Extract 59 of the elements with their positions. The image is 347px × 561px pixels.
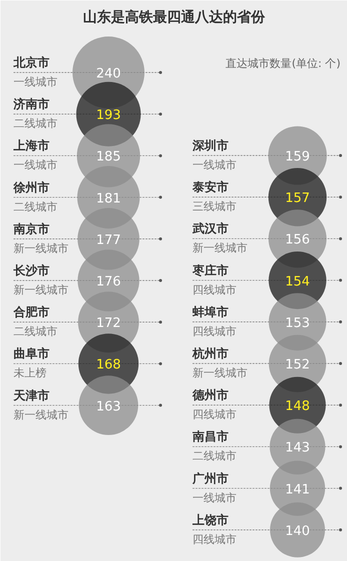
data-label: 148 — [285, 399, 310, 414]
category-label: 天津市 — [12, 388, 50, 402]
text: 山东是高铁最四通八达的省份 — [83, 8, 266, 26]
text: 一线城市 — [192, 158, 236, 172]
text: 一线城市 — [192, 491, 236, 504]
text: 未上榜 — [14, 366, 46, 380]
category-label: 广州市 — [192, 471, 228, 486]
text: 二线城市 — [14, 325, 58, 338]
text: 新一线城市 — [14, 242, 68, 255]
category-label: 南昌市 — [192, 430, 228, 444]
data-label: 152 — [285, 358, 310, 372]
data-label: 240 — [96, 66, 121, 82]
category-label: 泰安市 — [192, 180, 228, 194]
category-label: 德州市 — [192, 388, 228, 402]
data-label: 177 — [96, 232, 121, 248]
data-label: 143 — [285, 440, 310, 456]
category-label: 南京市 — [12, 222, 50, 236]
data-label: 153 — [285, 316, 310, 331]
category-label: 枣庄市 — [192, 263, 228, 278]
text: 三线城市 — [192, 200, 236, 214]
data-label: 154 — [285, 274, 310, 290]
data-label: 181 — [96, 191, 121, 206]
category-label: 济南市 — [12, 97, 50, 112]
data-label: 172 — [96, 316, 121, 332]
data-label: 157 — [285, 191, 310, 206]
text: 二线城市 — [192, 450, 236, 463]
category-label: 杭州市 — [192, 346, 228, 360]
data-label: 156 — [285, 232, 310, 248]
category-label: 合肥市 — [12, 305, 50, 320]
text: 直达城市数量(单位: 个) — [226, 57, 341, 70]
category-label: 徐州市 — [12, 180, 50, 194]
data-label: 185 — [96, 150, 121, 165]
category-label: 长沙市 — [12, 264, 50, 278]
data-label: 168 — [96, 358, 121, 373]
text: 新一线城市 — [14, 408, 68, 422]
category-label: 上海市 — [12, 138, 50, 153]
text: 一线城市 — [14, 158, 58, 172]
category-label: 上饶市 — [192, 512, 228, 527]
text: 二线城市 — [14, 117, 58, 130]
text: 二线城市 — [14, 200, 58, 214]
data-label: 176 — [96, 274, 121, 290]
data-label: 140 — [285, 524, 310, 539]
category-label: 武汉市 — [192, 222, 228, 236]
text: 新一线城市 — [14, 284, 68, 296]
category-label: 蚌埠市 — [192, 304, 228, 319]
text: 一线城市 — [14, 76, 58, 88]
data-label: 163 — [96, 399, 121, 414]
category-label: 深圳市 — [192, 138, 228, 152]
text: 新一线城市 — [192, 242, 248, 255]
category-label: 曲阜市 — [14, 346, 50, 361]
category-label: 北京市 — [12, 56, 50, 70]
text: 四线城市 — [192, 408, 236, 422]
text: 新一线城市 — [192, 366, 248, 380]
data-label: 159 — [285, 150, 310, 164]
text: 四线城市 — [192, 324, 236, 338]
data-label: 141 — [285, 482, 310, 498]
text: 四线城市 — [192, 532, 236, 546]
data-label: 193 — [96, 108, 121, 124]
text: 四线城市 — [192, 283, 236, 296]
